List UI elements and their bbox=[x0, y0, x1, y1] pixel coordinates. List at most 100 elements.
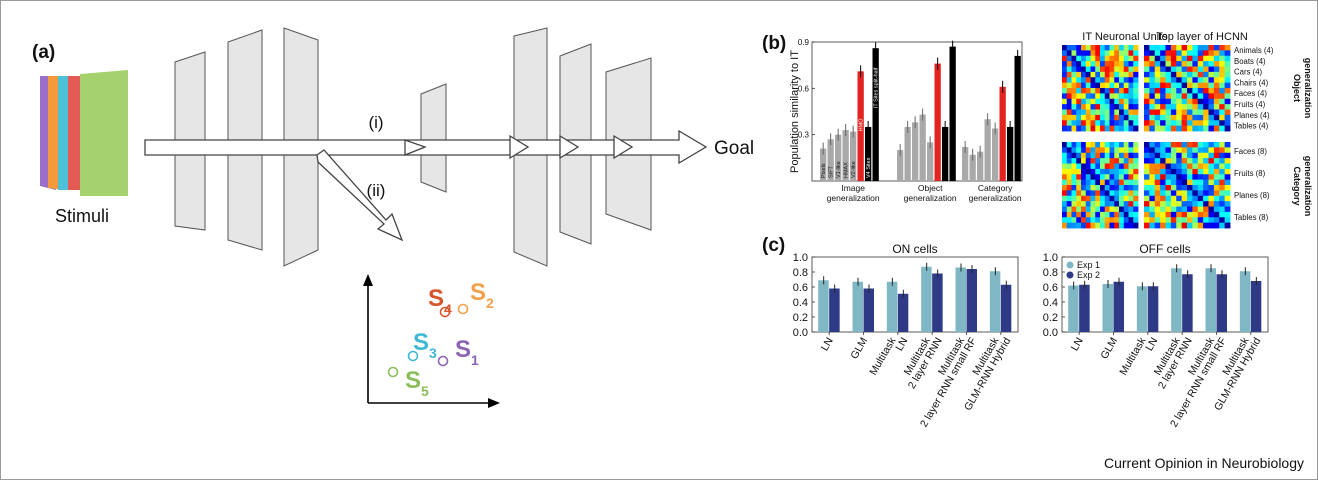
heatmap-cell bbox=[1104, 190, 1110, 197]
heatmap-cell bbox=[1128, 82, 1134, 89]
heatmap-cell bbox=[1104, 195, 1110, 202]
heatmap-cell bbox=[1160, 201, 1166, 207]
y-tick-label: 0.2 bbox=[793, 312, 808, 324]
heatmap-cell bbox=[1213, 174, 1220, 181]
heatmap-cell bbox=[1081, 190, 1087, 197]
heatmap-cell bbox=[1203, 179, 1209, 186]
heatmap-cell bbox=[1066, 77, 1072, 84]
heatmap-cell bbox=[1176, 114, 1183, 121]
heatmap-cell bbox=[1071, 152, 1077, 159]
embedding-point-marker bbox=[439, 306, 451, 318]
heatmap-cell bbox=[1160, 211, 1166, 218]
heatmap-cell bbox=[1208, 104, 1215, 110]
heatmap-cell bbox=[1192, 104, 1199, 110]
object-side-label: Object bbox=[1292, 74, 1302, 102]
heatmap-cell bbox=[1133, 201, 1139, 207]
bar bbox=[897, 293, 909, 332]
stimuli-label: Stimuli bbox=[55, 206, 109, 226]
heatmap-cell bbox=[1149, 211, 1156, 218]
heatmap-cell bbox=[1114, 147, 1120, 154]
heatmap-cell bbox=[1176, 82, 1183, 89]
heatmap-cell bbox=[1104, 45, 1110, 51]
heatmap-cell bbox=[1119, 77, 1125, 84]
heatmap-cell bbox=[1062, 163, 1068, 170]
heatmap-cell bbox=[1062, 88, 1068, 94]
heatmap-cell bbox=[1170, 142, 1177, 148]
heatmap-cell bbox=[1114, 201, 1120, 207]
heatmap-cell bbox=[1203, 55, 1209, 62]
heatmap-cell bbox=[1208, 168, 1215, 175]
heatmap-cell bbox=[1128, 71, 1134, 78]
bar bbox=[977, 151, 984, 181]
heatmap-cell bbox=[1114, 98, 1120, 105]
heatmap-cell bbox=[1203, 104, 1209, 110]
heatmap-cell bbox=[1109, 152, 1115, 159]
heatmap-cell bbox=[1144, 93, 1150, 100]
heatmap-cell bbox=[1154, 66, 1161, 73]
heatmap-cell bbox=[1066, 55, 1072, 62]
heatmap-cell bbox=[1119, 45, 1125, 51]
heatmap-cell bbox=[1133, 222, 1139, 229]
heatmap-cell bbox=[1224, 211, 1231, 218]
heatmap-cell bbox=[1081, 222, 1087, 229]
heatmap-cell bbox=[1100, 50, 1106, 57]
heatmap-cell bbox=[1144, 55, 1150, 62]
bar bbox=[818, 280, 829, 332]
heatmap-cell bbox=[1208, 55, 1215, 62]
heatmap-cell bbox=[1076, 125, 1082, 132]
heatmap-cell bbox=[1071, 179, 1077, 186]
heatmap-cell bbox=[1114, 120, 1120, 127]
bar bbox=[886, 281, 898, 332]
heatmap-cell bbox=[1095, 104, 1101, 110]
heatmap-cell bbox=[1128, 61, 1134, 67]
heatmap-cell bbox=[1149, 66, 1156, 73]
heatmap-cell bbox=[1085, 71, 1091, 78]
heatmap-cell bbox=[1133, 104, 1139, 110]
heatmap-cell bbox=[1192, 77, 1199, 84]
heatmap-cell bbox=[1192, 114, 1199, 121]
heatmap-cell bbox=[1100, 217, 1106, 224]
heatmap-cell bbox=[1181, 179, 1188, 186]
heatmap-cell bbox=[1076, 66, 1082, 73]
heatmap-cell bbox=[1085, 152, 1091, 159]
heatmap-cell bbox=[1149, 217, 1156, 224]
heatmap-cell bbox=[1192, 66, 1199, 73]
heatmap-cell bbox=[1187, 120, 1193, 127]
heatmap-cell bbox=[1119, 158, 1125, 164]
heatmap-cell bbox=[1187, 104, 1193, 110]
heatmap-cell bbox=[1176, 71, 1183, 78]
heatmap-cell bbox=[1100, 163, 1106, 170]
heatmap-cell bbox=[1219, 82, 1226, 89]
heatmap-cell bbox=[1109, 71, 1115, 78]
heatmap-cell bbox=[1119, 50, 1125, 57]
heatmap-cell bbox=[1144, 61, 1150, 67]
object-side-label: generalization bbox=[1303, 58, 1313, 119]
heatmap-cell bbox=[1085, 222, 1091, 229]
heatmap-cell bbox=[1154, 217, 1161, 224]
heatmap-cell bbox=[1123, 142, 1129, 148]
heatmap-cell bbox=[1154, 147, 1161, 154]
heatmap-cell bbox=[1133, 45, 1139, 51]
heatmap-cell bbox=[1081, 120, 1087, 127]
heatmap-cell bbox=[1100, 206, 1106, 213]
heatmap-cell bbox=[1128, 142, 1134, 148]
heatmap-cell bbox=[1149, 179, 1156, 186]
x-tick-label: Multitask bbox=[867, 335, 898, 378]
heatmap-cell bbox=[1160, 98, 1166, 105]
heatmap-cell bbox=[1085, 163, 1091, 170]
heatmap-cell bbox=[1104, 125, 1110, 132]
heatmap-cell bbox=[1149, 222, 1156, 229]
heatmap-cell bbox=[1154, 77, 1161, 84]
heatmap-cell bbox=[1170, 179, 1177, 186]
bar bbox=[829, 288, 840, 332]
heatmap-cell bbox=[1109, 88, 1115, 94]
heatmap-cell bbox=[1119, 104, 1125, 110]
heatmap-cell bbox=[1128, 152, 1134, 159]
heatmap-cell bbox=[1071, 163, 1077, 170]
heatmap-cell bbox=[1176, 66, 1183, 73]
heatmap-cell bbox=[1123, 120, 1129, 127]
heatmap-cell bbox=[1123, 104, 1129, 110]
heatmap-cell bbox=[1123, 125, 1129, 132]
heatmap-cell bbox=[1170, 55, 1177, 62]
